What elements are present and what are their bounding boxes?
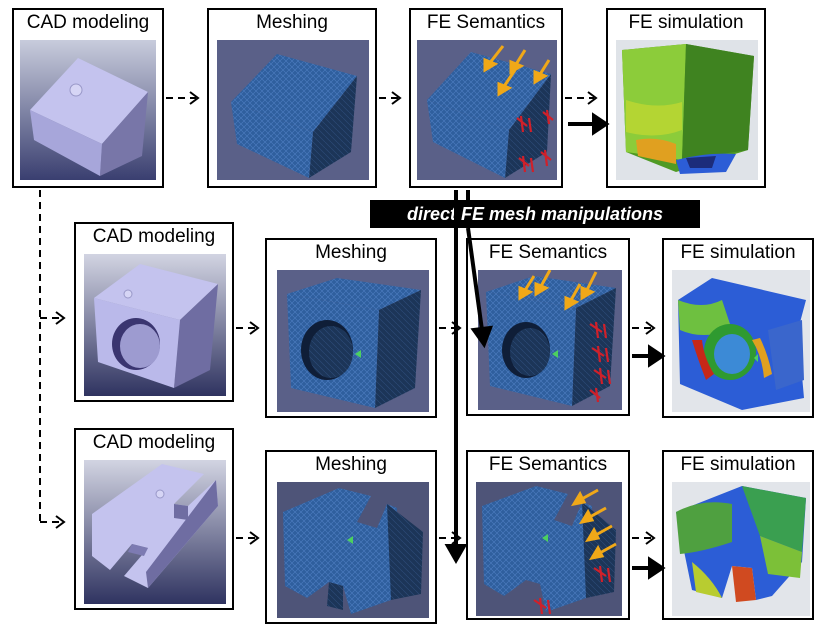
row2-mesh-box: Meshing: [265, 238, 437, 418]
row3-fe-simulation-image: [672, 482, 810, 616]
row1-cad-title: CAD modeling: [26, 12, 150, 33]
row2-cad-box: CAD modeling: [74, 222, 234, 402]
row3-cad-box: CAD modeling: [74, 428, 234, 610]
row1-fe-simulation-image: [616, 40, 758, 180]
row3-fe-semantics-title: FE Semantics: [488, 454, 608, 475]
row3-cad-title: CAD modeling: [92, 432, 216, 453]
row1-cad-box: CAD modeling: [12, 8, 164, 188]
row1-fe-semantics-box: FE Semantics: [409, 8, 563, 188]
row1-mesh-box: Meshing: [207, 8, 377, 188]
row1-fe-simulation-title: FE simulation: [628, 12, 744, 33]
row1-fe-semantics-title: FE Semantics: [426, 12, 546, 33]
row3-fe-simulation-box: FE simulation: [662, 450, 814, 620]
row1-mesh-image: [217, 40, 369, 180]
row3-fe-simulation-title: FE simulation: [680, 454, 796, 475]
direct-fe-mesh-manipulations-banner: direct FE mesh manipulations: [370, 200, 700, 228]
row1-fe-simulation-box: FE simulation: [606, 8, 766, 188]
row2-cad-image: [84, 254, 226, 396]
row2-fe-semantics-image: [478, 270, 622, 410]
row3-mesh-image: [277, 482, 429, 618]
row2-fe-simulation-box: FE simulation: [662, 238, 814, 418]
row3-cad-image: [84, 460, 226, 604]
row2-fe-simulation-title: FE simulation: [680, 242, 796, 263]
row2-fe-semantics-box: FE Semantics: [466, 238, 630, 416]
row2-fe-simulation-image: [672, 270, 810, 412]
row2-fe-semantics-title: FE Semantics: [488, 242, 608, 263]
row1-cad-image: [20, 40, 156, 180]
row3-fe-semantics-box: FE Semantics: [466, 450, 630, 620]
row3-mesh-title: Meshing: [315, 454, 387, 475]
row2-mesh-title: Meshing: [315, 242, 387, 263]
row3-mesh-box: Meshing: [265, 450, 437, 624]
row3-fe-semantics-image: [476, 482, 622, 616]
row2-cad-title: CAD modeling: [92, 226, 216, 247]
row1-fe-semantics-image: [417, 40, 557, 180]
row2-mesh-image: [277, 270, 429, 412]
row1-mesh-title: Meshing: [256, 12, 328, 33]
